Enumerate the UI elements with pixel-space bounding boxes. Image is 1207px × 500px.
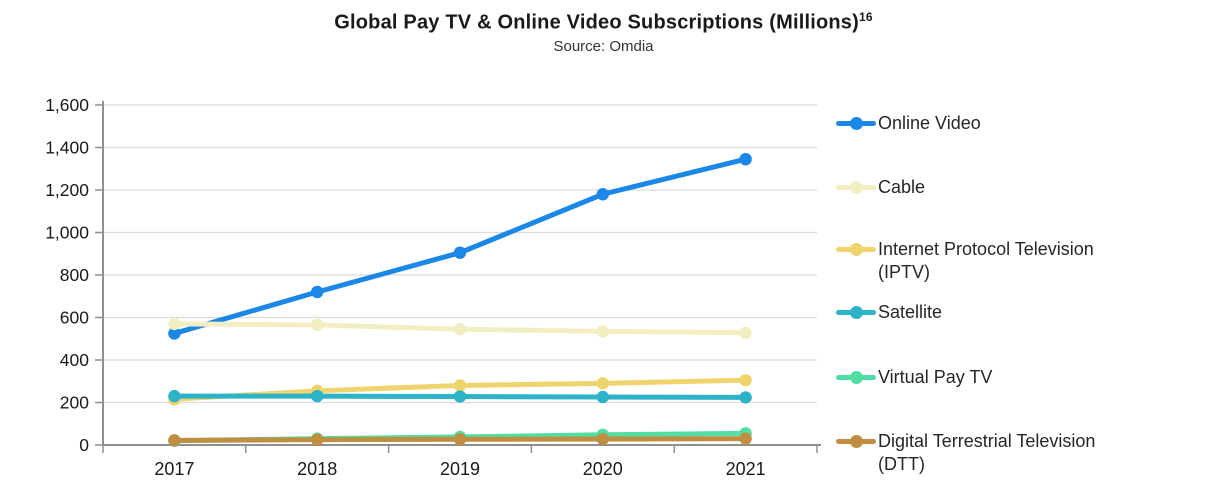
legend-marker-iptv <box>836 238 876 261</box>
svg-text:1,600: 1,600 <box>45 95 89 115</box>
svg-text:600: 600 <box>60 308 89 328</box>
legend-item-iptv: Internet Protocol Television (IPTV) <box>836 238 1094 284</box>
svg-text:1,400: 1,400 <box>45 138 89 158</box>
svg-text:2020: 2020 <box>583 459 623 479</box>
svg-text:2017: 2017 <box>154 459 194 479</box>
legend-item-satellite: Satellite <box>836 301 942 324</box>
svg-text:2019: 2019 <box>440 459 480 479</box>
chart-title: Global Pay TV & Online Video Subscriptio… <box>334 10 873 34</box>
legend-item-cable: Cable <box>836 176 925 199</box>
legend-label-iptv: Internet Protocol Television (IPTV) <box>878 239 1094 282</box>
legend-item-virtual-pay-tv: Virtual Pay TV <box>836 366 992 389</box>
svg-text:2018: 2018 <box>297 459 337 479</box>
title-footnote-marker: 16 <box>859 10 873 24</box>
svg-text:200: 200 <box>60 393 89 413</box>
legend-marker-satellite <box>836 301 876 324</box>
legend-marker-dtt <box>836 430 876 453</box>
svg-text:1,000: 1,000 <box>45 223 89 243</box>
legend-marker-cable <box>836 176 876 199</box>
chart-header: Global Pay TV & Online Video Subscriptio… <box>0 10 1207 55</box>
svg-text:800: 800 <box>60 265 89 285</box>
legend-item-online-video: Online Video <box>836 112 981 135</box>
legend-label-cable: Cable <box>878 177 926 197</box>
svg-text:400: 400 <box>60 350 89 370</box>
svg-text:2021: 2021 <box>726 459 766 479</box>
legend-item-dtt: Digital Terrestrial Television (DTT) <box>836 430 1095 476</box>
legend-label-dtt: Digital Terrestrial Television (DTT) <box>878 431 1096 474</box>
svg-text:0: 0 <box>79 435 89 455</box>
legend-label-virtual-pay-tv: Virtual Pay TV <box>878 367 993 387</box>
legend-marker-virtual-pay-tv <box>836 366 876 389</box>
chart-subtitle: Source: Omdia <box>553 37 654 55</box>
legend-label-online-video: Online Video <box>878 113 981 133</box>
legend-marker-online-video <box>836 112 876 135</box>
svg-text:1,200: 1,200 <box>45 180 89 200</box>
legend-label-satellite: Satellite <box>878 302 943 322</box>
